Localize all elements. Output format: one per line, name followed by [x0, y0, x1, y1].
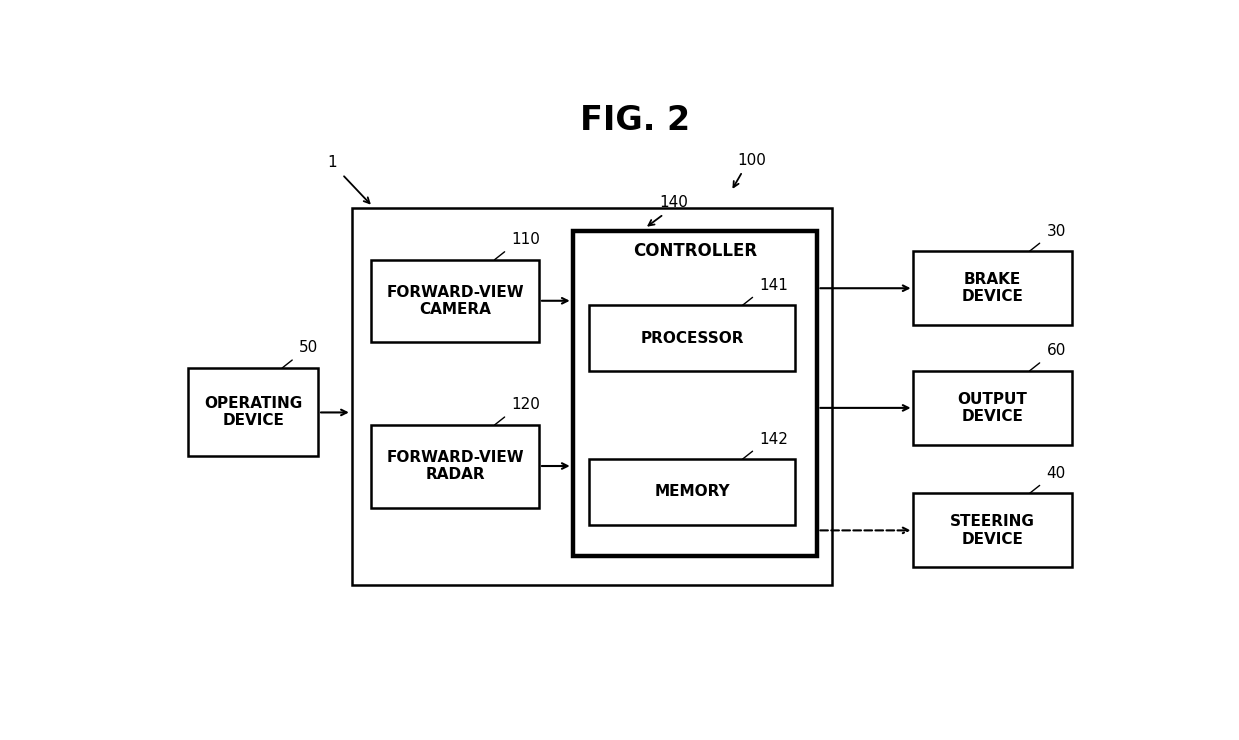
- Text: 140: 140: [659, 195, 688, 210]
- Text: 40: 40: [1047, 465, 1066, 481]
- Text: 141: 141: [760, 278, 788, 293]
- Text: PROCESSOR: PROCESSOR: [641, 331, 743, 346]
- Bar: [913, 494, 1072, 568]
- Bar: [188, 368, 318, 457]
- Text: STEERING
DEVICE: STEERING DEVICE: [950, 514, 1035, 547]
- Text: 50: 50: [299, 340, 318, 355]
- Bar: [352, 209, 831, 585]
- Text: 60: 60: [1047, 343, 1066, 358]
- Text: 142: 142: [760, 431, 788, 447]
- Bar: [913, 251, 1072, 326]
- Text: CONTROLLER: CONTROLLER: [633, 242, 757, 260]
- Bar: [370, 260, 539, 343]
- Bar: [589, 306, 795, 371]
- Text: FIG. 2: FIG. 2: [580, 104, 690, 137]
- Text: 1: 1: [327, 155, 337, 170]
- Text: FORWARD-VIEW
CAMERA: FORWARD-VIEW CAMERA: [387, 285, 524, 317]
- Bar: [370, 425, 539, 508]
- Text: OPERATING
DEVICE: OPERATING DEVICE: [204, 396, 302, 428]
- Text: 120: 120: [512, 397, 540, 412]
- Text: 100: 100: [737, 152, 767, 167]
- Text: OUTPUT
DEVICE: OUTPUT DEVICE: [958, 391, 1027, 424]
- Text: 30: 30: [1047, 223, 1066, 239]
- Text: FORWARD-VIEW
RADAR: FORWARD-VIEW RADAR: [387, 450, 524, 482]
- Text: 110: 110: [512, 232, 540, 247]
- Bar: [589, 459, 795, 525]
- Text: MEMORY: MEMORY: [654, 485, 730, 500]
- Text: BRAKE
DEVICE: BRAKE DEVICE: [961, 272, 1023, 304]
- Bar: [572, 231, 818, 556]
- Bar: [913, 371, 1072, 445]
